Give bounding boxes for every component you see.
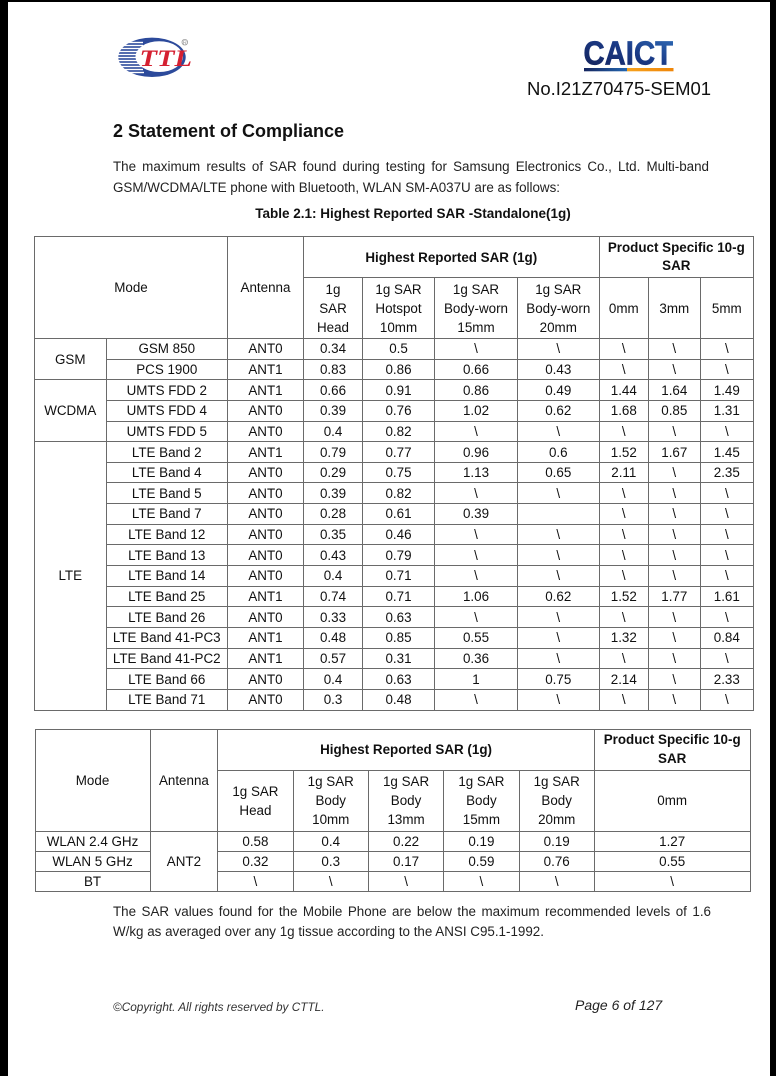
svg-text:R: R: [183, 40, 187, 46]
svg-text:TTL: TTL: [140, 46, 193, 72]
svg-text:CAICT: CAICT: [584, 38, 674, 73]
